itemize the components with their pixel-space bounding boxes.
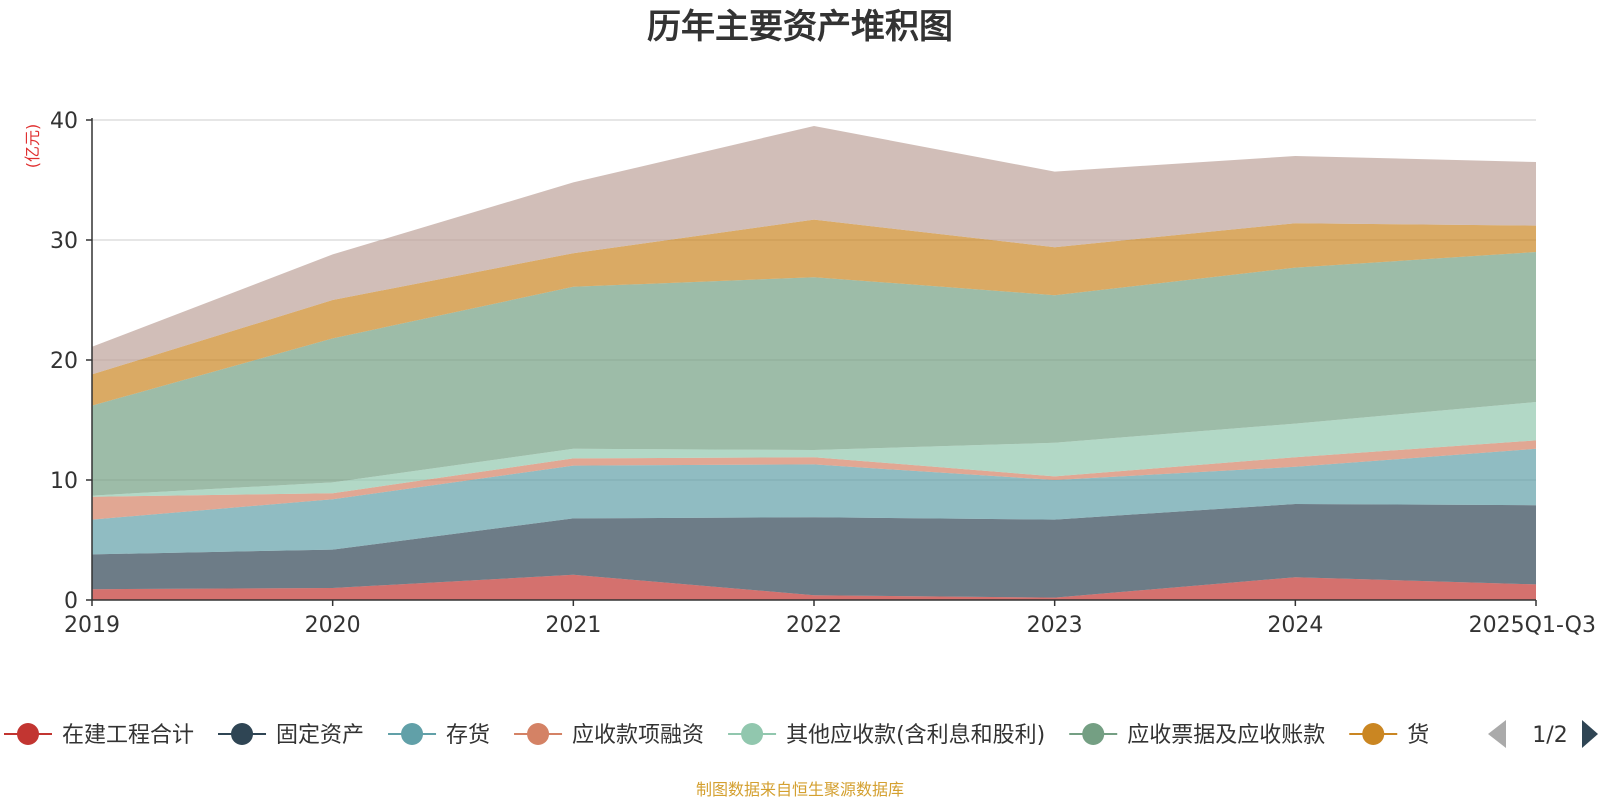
legend-marker-icon [231,723,254,745]
x-tick-label: 2020 [305,613,361,638]
axes: 0 10 20 30 40 2019 2020 2021 2022 2023 2024 2025Q1-… [50,109,1596,638]
legend-marker-icon [1362,723,1385,745]
area-series-6[interactable] [92,219,1536,406]
legend-item-4[interactable]: 其他应收款(含利息和股利) [728,723,1045,748]
y-tick-label: 0 [64,589,78,614]
legend-label: 固定资产 [276,723,364,748]
y-tick-label: 30 [50,229,78,254]
legend-marker-icon [401,723,424,745]
legend-item-3[interactable]: 应收款项融资 [514,723,704,748]
legend-item-0[interactable]: 在建工程合计 [4,723,194,748]
legend-prev-page-icon[interactable] [1488,720,1506,748]
y-axis-unit-label: (亿元) [23,124,42,169]
area-series-5[interactable] [92,252,1536,496]
legend-marker-icon [527,723,550,745]
area-series-2[interactable] [92,448,1536,555]
legend-items: 在建工程合计 固定资产 存货 应收款项融资 其他应收款(含利息和股利) 应收票据及应收账款… [4,723,1429,748]
legend-label: 在建工程合计 [62,723,194,748]
area-series [92,126,1536,600]
legend-item-2[interactable]: 存货 [388,723,490,748]
y-tick-label: 20 [50,349,78,374]
legend-label: 货 [1407,723,1429,748]
area-series-1[interactable] [92,504,1536,598]
legend-marker-icon [17,723,39,745]
y-tick-label: 10 [50,469,78,494]
chart-title: 历年主要资产堆积图 [647,7,953,47]
legend-label: 存货 [446,723,490,748]
x-tick-label: 2025Q1-Q3 [1469,613,1596,638]
x-tick-label: 2019 [64,613,120,638]
legend-item-1[interactable]: 固定资产 [218,723,364,748]
area-series-7[interactable] [92,126,1536,375]
x-tick-label: 2023 [1027,613,1083,638]
legend-item-6[interactable]: 货 [1349,723,1429,748]
legend-next-page-icon[interactable] [1582,720,1598,748]
legend-label: 应收款项融资 [572,723,704,748]
legend-item-5[interactable]: 应收票据及应收账款 [1069,723,1325,748]
x-tick-label: 2022 [786,613,842,638]
legend-label: 其他应收款(含利息和股利) [786,723,1045,748]
area-series-0[interactable] [92,574,1536,600]
legend-label: 应收票据及应收账款 [1127,723,1325,748]
legend: 在建工程合计 固定资产 存货 应收款项融资 其他应收款(含利息和股利) 应收票据及应收账款… [4,720,1598,748]
area-series-4[interactable] [92,402,1536,497]
footer-source: 制图数据来自恒生聚源数据库 [696,780,904,799]
x-tick-label: 2024 [1267,613,1323,638]
legend-page-indicator: 1/2 [1532,723,1567,748]
legend-marker-icon [741,723,764,745]
legend-marker-icon [1082,723,1105,745]
y-tick-label: 40 [50,109,78,134]
x-tick-label: 2021 [545,613,601,638]
